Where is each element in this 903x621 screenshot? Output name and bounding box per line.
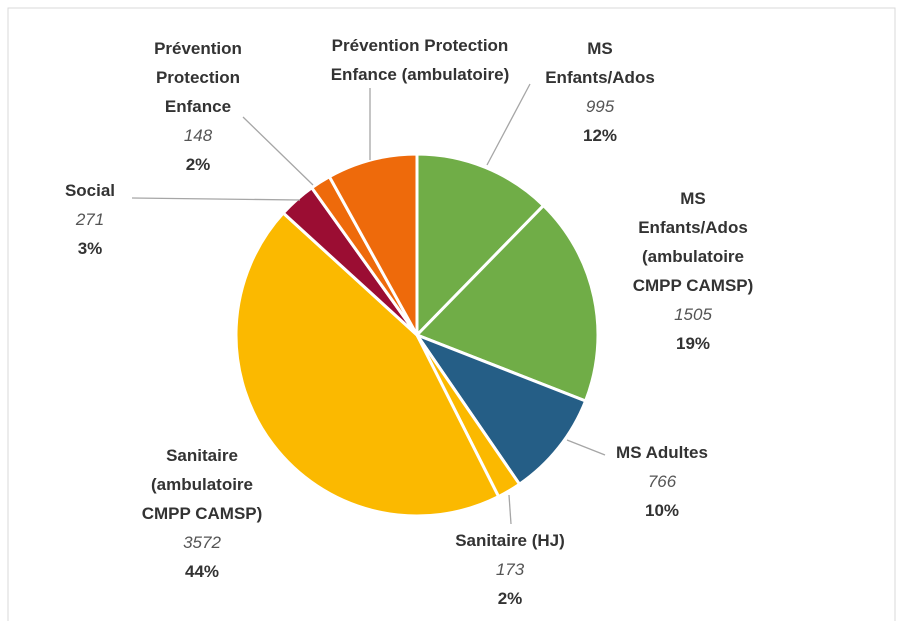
pie-slice (234, 210, 501, 518)
leader-line (486, 83, 531, 166)
data-label: Social 271 3% (45, 176, 135, 263)
value-label: 1505 (674, 305, 712, 324)
data-label: Prévention Protection Enfance 148 2% (138, 34, 258, 179)
percent-label: 10% (644, 501, 680, 520)
percent-label: 12% (582, 126, 618, 145)
percent-label: 44% (184, 562, 220, 581)
value-label: 148 (183, 126, 213, 145)
category-label: MS Enfants/Ados (ambulatoire CMPP CAMSP) (632, 189, 754, 295)
data-label: Prévention Protection Enfance (ambulatoi… (300, 31, 540, 89)
category-label: MS Adultes (616, 443, 708, 462)
leader-line (566, 439, 606, 456)
pie-slice (415, 152, 546, 339)
leader-line (242, 116, 314, 186)
data-label: MS Enfants/Ados 995 12% (540, 34, 660, 150)
data-label: MS Enfants/Ados (ambulatoire CMPP CAMSP)… (628, 184, 758, 358)
percent-label: 2% (497, 589, 523, 608)
frame (7, 7, 896, 621)
value-label: 995 (585, 97, 615, 116)
category-label: Prévention Protection Enfance (ambulatoi… (330, 36, 510, 84)
category-label: Sanitaire (HJ) (455, 531, 565, 550)
pie-slice (412, 331, 588, 487)
percent-label: 19% (675, 334, 711, 353)
leader-line (131, 197, 301, 201)
value-label: 173 (495, 560, 525, 579)
value-label: 3572 (183, 533, 221, 552)
category-label: Social (64, 181, 116, 200)
percent-label: 3% (77, 239, 103, 258)
leader-line (508, 494, 512, 525)
category-label: MS Enfants/Ados (545, 39, 655, 87)
category-label: Sanitaire (ambulatoire CMPP CAMSP) (141, 446, 263, 523)
category-label: Prévention Protection Enfance (154, 39, 242, 116)
value-label: 271 (75, 210, 105, 229)
pie-slice (327, 152, 419, 341)
data-label: MS Adultes 766 10% (602, 438, 722, 525)
data-label: Sanitaire (ambulatoire CMPP CAMSP) 3572 44… (127, 441, 277, 586)
percent-label: 2% (185, 155, 211, 174)
value-label: 766 (647, 472, 677, 491)
data-label: Sanitaire (HJ) 173 2% (440, 526, 580, 613)
